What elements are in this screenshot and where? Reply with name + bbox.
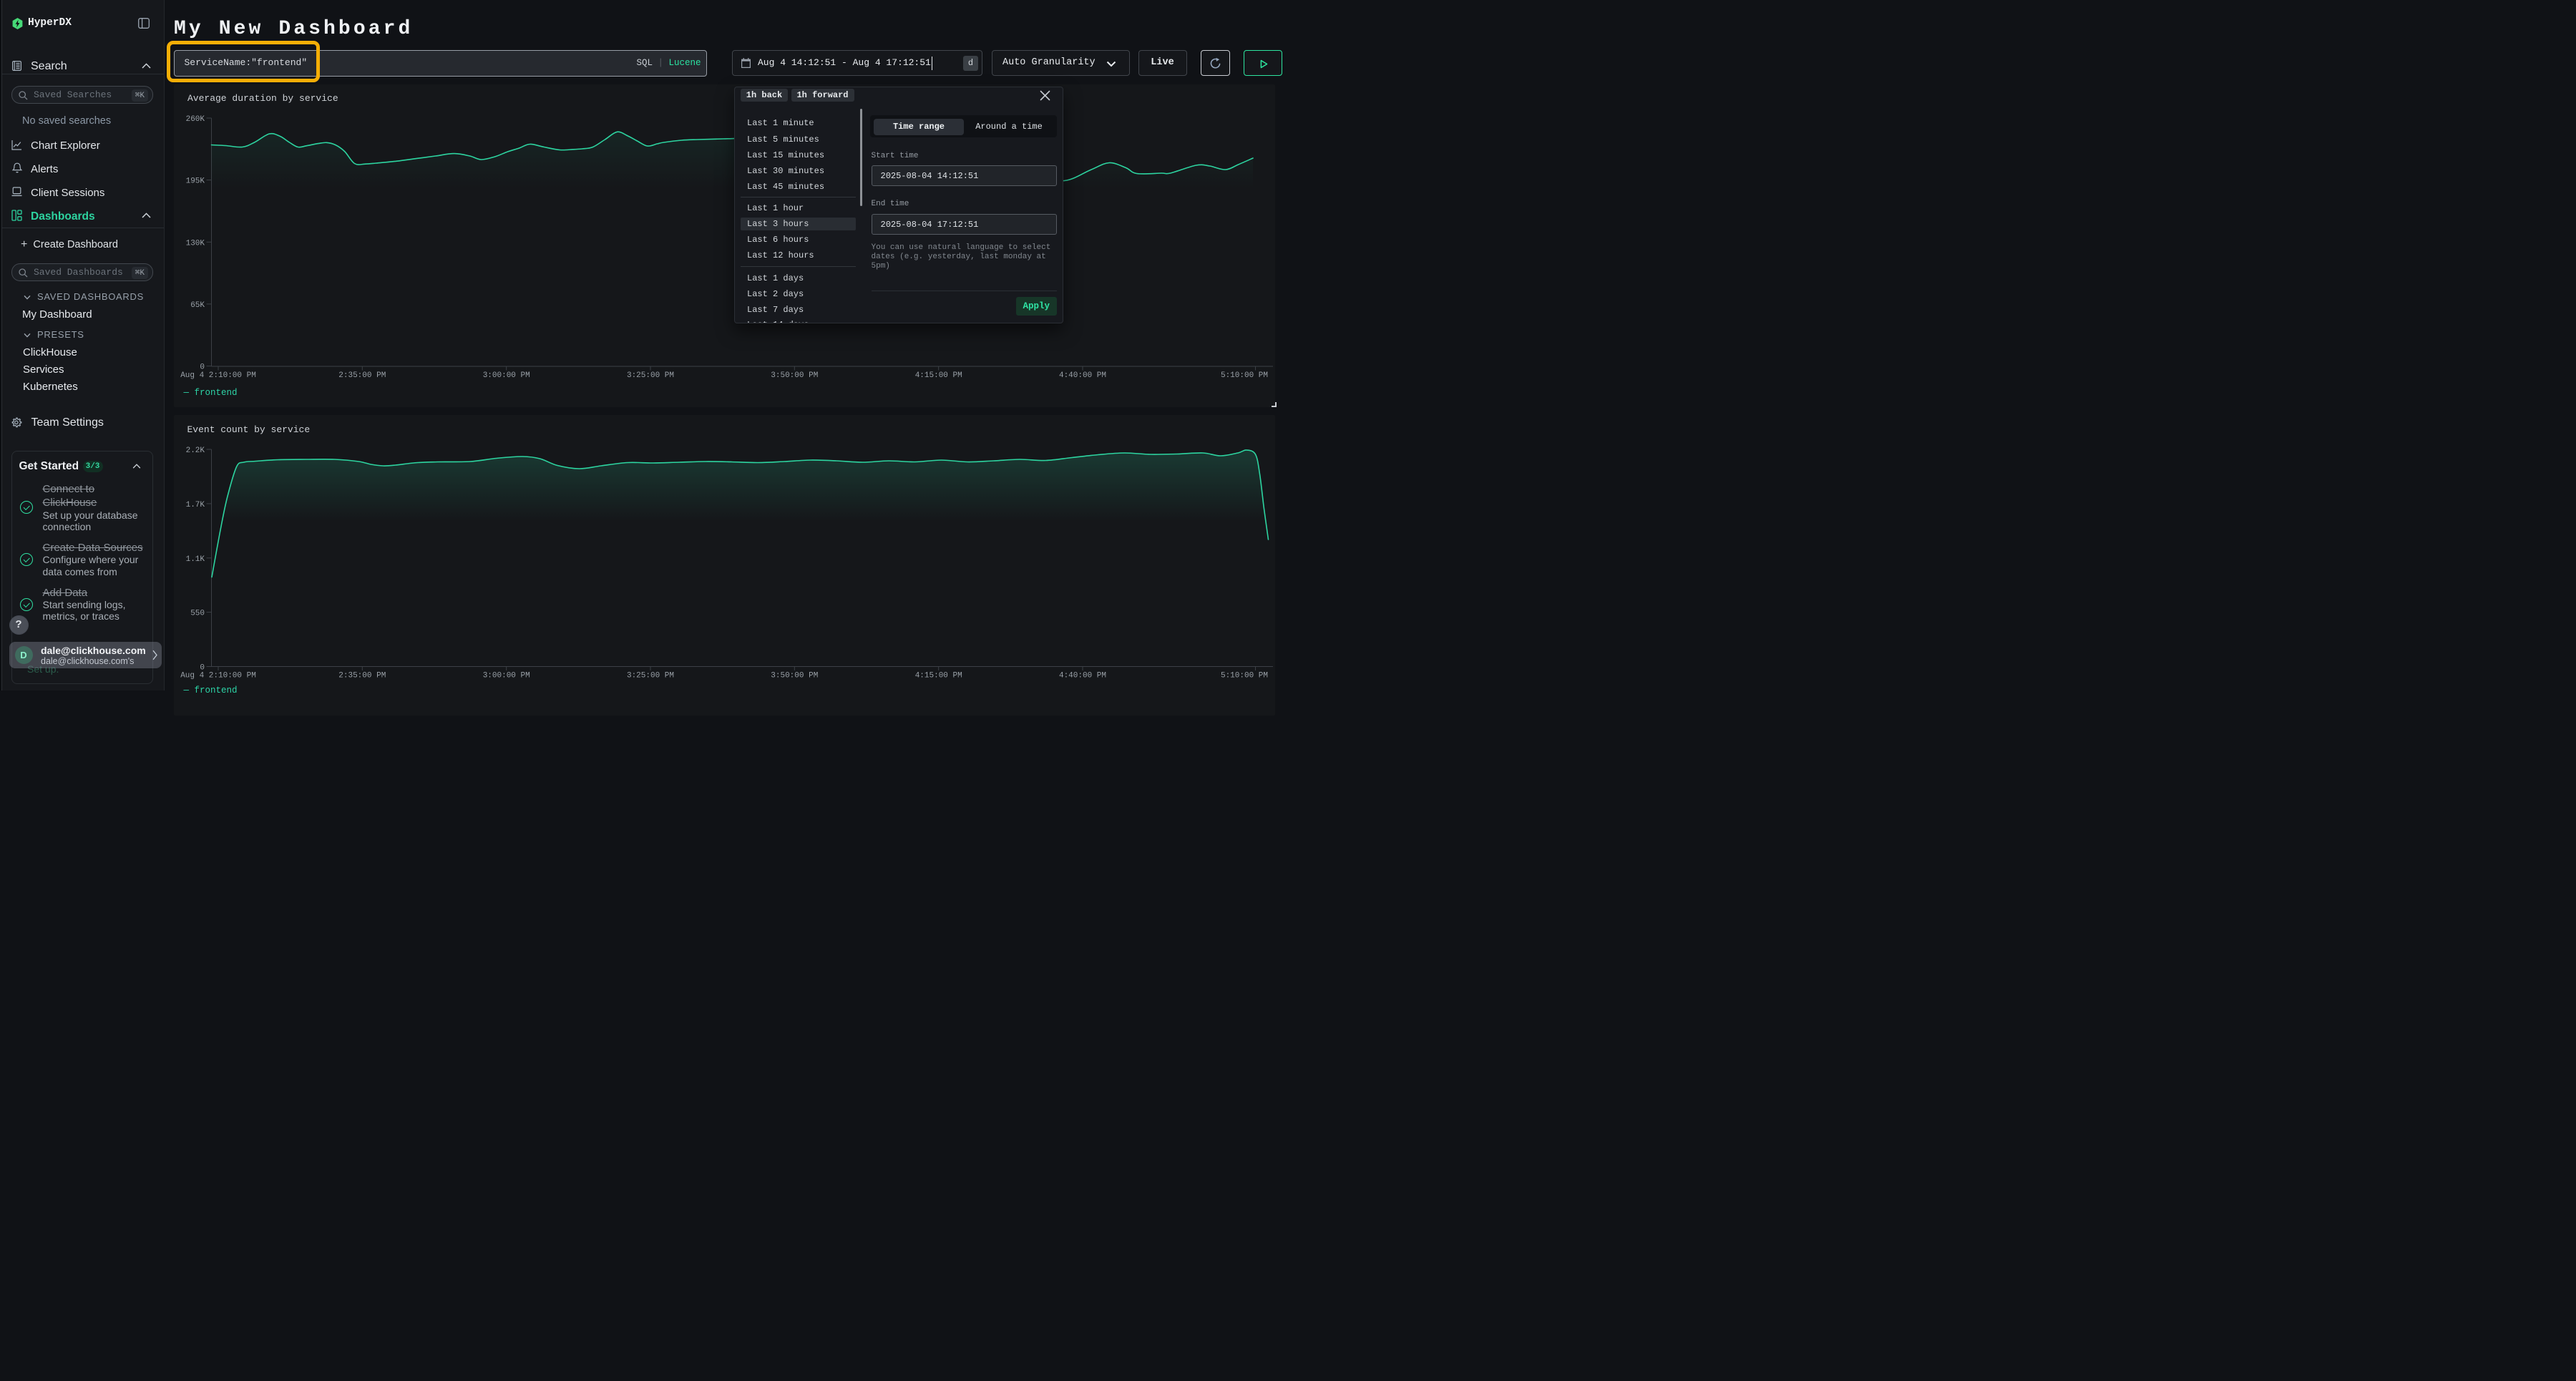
svg-text:4:40:00 PM: 4:40:00 PM bbox=[1058, 371, 1106, 380]
svg-text:5:10:00 PM: 5:10:00 PM bbox=[1220, 371, 1267, 380]
svg-text:130K: 130K bbox=[185, 239, 205, 248]
svg-text:3:25:00 PM: 3:25:00 PM bbox=[626, 371, 673, 380]
svg-text:1.1K: 1.1K bbox=[185, 555, 205, 564]
svg-text:3:00:00 PM: 3:00:00 PM bbox=[482, 672, 530, 680]
svg-text:3:50:00 PM: 3:50:00 PM bbox=[771, 371, 818, 380]
svg-text:Aug 4 2:10:00 PM: Aug 4 2:10:00 PM bbox=[180, 371, 256, 380]
svg-text:3:00:00 PM: 3:00:00 PM bbox=[482, 371, 530, 380]
svg-text:195K: 195K bbox=[185, 177, 205, 186]
svg-text:0: 0 bbox=[200, 363, 205, 372]
svg-text:2.2K: 2.2K bbox=[185, 446, 205, 455]
svg-text:2:35:00 PM: 2:35:00 PM bbox=[338, 371, 386, 380]
svg-text:0: 0 bbox=[200, 664, 205, 673]
svg-text:4:15:00 PM: 4:15:00 PM bbox=[914, 371, 962, 380]
svg-text:2:35:00 PM: 2:35:00 PM bbox=[338, 672, 386, 680]
svg-text:Aug 4 2:10:00 PM: Aug 4 2:10:00 PM bbox=[180, 672, 256, 680]
svg-text:3:25:00 PM: 3:25:00 PM bbox=[626, 672, 673, 680]
svg-text:550: 550 bbox=[190, 610, 205, 618]
svg-text:5:10:00 PM: 5:10:00 PM bbox=[1220, 672, 1267, 680]
svg-text:4:15:00 PM: 4:15:00 PM bbox=[914, 672, 962, 680]
svg-text:1.7K: 1.7K bbox=[185, 501, 205, 509]
svg-text:260K: 260K bbox=[185, 115, 205, 124]
svg-text:65K: 65K bbox=[190, 301, 205, 310]
svg-text:3:50:00 PM: 3:50:00 PM bbox=[771, 672, 818, 680]
svg-text:4:40:00 PM: 4:40:00 PM bbox=[1058, 672, 1106, 680]
